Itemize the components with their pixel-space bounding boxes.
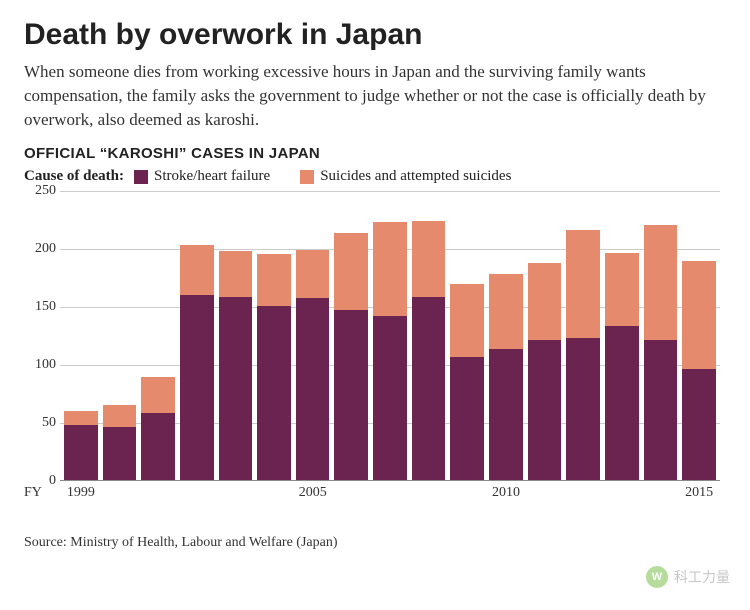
bar-seg-suicide	[528, 263, 562, 340]
bar-seg-suicide	[644, 225, 678, 340]
legend-text-suicide: Suicides and attempted suicides	[320, 168, 511, 185]
bar-seg-suicide	[141, 377, 175, 413]
bar-2012	[566, 191, 600, 480]
bar-1999	[64, 191, 98, 480]
bar-seg-suicide	[257, 254, 291, 306]
wechat-icon: W	[646, 566, 668, 588]
bar-seg-stroke	[412, 297, 446, 480]
bar-2005	[296, 191, 330, 480]
swatch-stroke-icon	[134, 170, 148, 184]
x-tick-label: 2005	[299, 485, 327, 501]
legend-item-stroke: Stroke/heart failure	[134, 168, 270, 185]
bar-seg-suicide	[566, 230, 600, 338]
bar-seg-stroke	[334, 310, 368, 481]
bar-2007	[373, 191, 407, 480]
y-tick-label: 200	[35, 241, 56, 257]
bar-seg-suicide	[412, 221, 446, 298]
y-axis: 050100150200250	[24, 191, 60, 481]
bar-2008	[412, 191, 446, 480]
bar-seg-suicide	[219, 251, 253, 297]
bar-2004	[257, 191, 291, 480]
bar-seg-stroke	[180, 295, 214, 481]
watermark-text: 科工力量	[674, 567, 730, 587]
x-axis: 1999 2005 2010 2015	[60, 485, 720, 515]
bar-2010	[489, 191, 523, 480]
bar-2015	[682, 191, 716, 480]
x-tick-label: 2015	[685, 485, 713, 501]
bar-seg-stroke	[219, 297, 253, 480]
y-tick-label: 0	[49, 473, 56, 489]
x-axis-prefix: FY	[24, 485, 42, 501]
bar-seg-stroke	[141, 413, 175, 480]
bar-2006	[334, 191, 368, 480]
bar-seg-stroke	[450, 357, 484, 480]
y-tick-label: 150	[35, 299, 56, 315]
bar-2013	[605, 191, 639, 480]
bar-seg-suicide	[64, 411, 98, 425]
bar-2002	[180, 191, 214, 480]
bar-2009	[450, 191, 484, 480]
bar-seg-stroke	[257, 306, 291, 480]
chart-area: 050100150200250 FY 1999200520102015	[24, 191, 724, 521]
y-tick-label: 250	[35, 183, 56, 199]
bar-seg-stroke	[528, 340, 562, 480]
x-tick-label: 1999	[67, 485, 95, 501]
bar-seg-suicide	[489, 274, 523, 349]
bar-seg-suicide	[450, 284, 484, 357]
bar-seg-suicide	[103, 405, 137, 427]
bar-2001	[141, 191, 175, 480]
bar-seg-stroke	[489, 349, 523, 480]
swatch-suicide-icon	[300, 170, 314, 184]
chart-source: Source: Ministry of Health, Labour and W…	[24, 535, 726, 551]
bar-seg-stroke	[605, 326, 639, 480]
bar-seg-stroke	[566, 338, 600, 481]
bar-2000	[103, 191, 137, 480]
bar-container	[60, 191, 720, 480]
bar-seg-stroke	[103, 427, 137, 480]
bar-2011	[528, 191, 562, 480]
y-tick-label: 50	[42, 415, 56, 431]
bar-seg-suicide	[605, 253, 639, 326]
bar-seg-suicide	[180, 245, 214, 295]
bar-seg-suicide	[296, 250, 330, 299]
plot-area	[60, 191, 720, 481]
y-tick-label: 100	[35, 357, 56, 373]
bar-seg-stroke	[682, 369, 716, 480]
bar-seg-stroke	[644, 340, 678, 480]
bar-seg-suicide	[682, 261, 716, 369]
chart-subtitle: OFFICIAL “KAROSHI” CASES IN JAPAN	[24, 145, 726, 162]
bar-2003	[219, 191, 253, 480]
legend-item-suicide: Suicides and attempted suicides	[300, 168, 511, 185]
chart-title: Death by overwork in Japan	[24, 18, 726, 52]
legend-text-stroke: Stroke/heart failure	[154, 168, 270, 185]
bar-seg-stroke	[296, 298, 330, 480]
watermark: W 科工力量	[646, 566, 730, 588]
bar-seg-stroke	[64, 425, 98, 481]
bar-seg-suicide	[334, 233, 368, 310]
bar-seg-stroke	[373, 316, 407, 481]
x-tick-label: 2010	[492, 485, 520, 501]
chart-description: When someone dies from working excessive…	[24, 60, 726, 131]
bar-seg-suicide	[373, 222, 407, 316]
bar-2014	[644, 191, 678, 480]
chart-legend: Cause of death: Stroke/heart failure Sui…	[24, 168, 726, 185]
